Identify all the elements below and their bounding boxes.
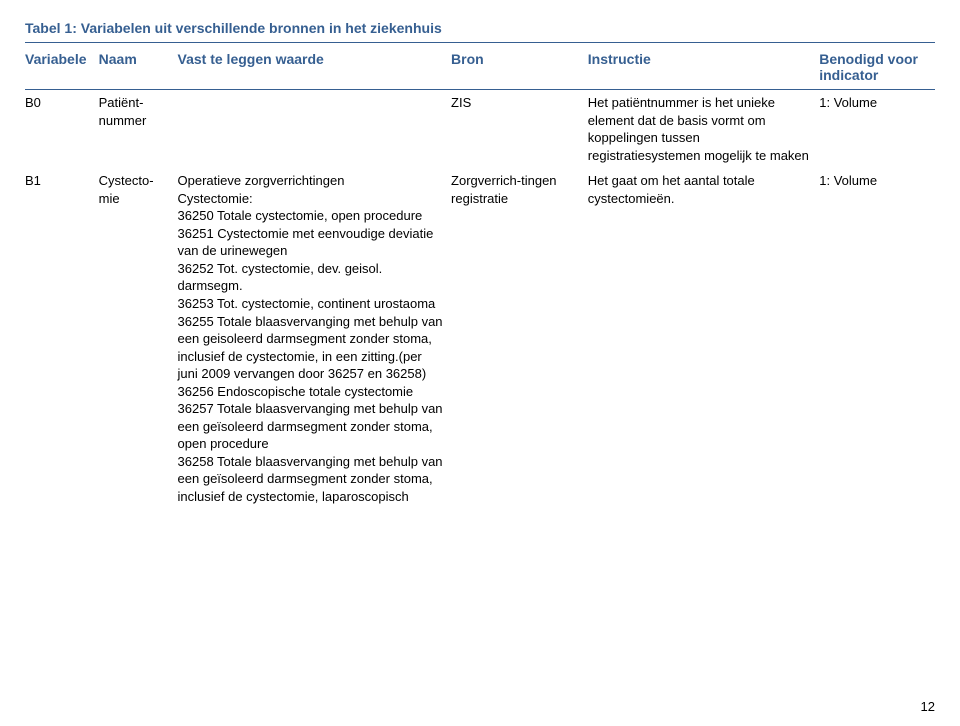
cell-waarde bbox=[178, 90, 452, 169]
cell-instructie: Het patiëntnummer is het unieke element … bbox=[588, 90, 819, 169]
header-indicator: Benodigd voor indicator bbox=[819, 47, 935, 90]
page-number: 12 bbox=[921, 699, 935, 714]
cell-naam: Cystecto-mie bbox=[99, 168, 178, 509]
cell-variabele: B1 bbox=[25, 168, 99, 509]
cell-variabele: B0 bbox=[25, 90, 99, 169]
header-naam: Naam bbox=[99, 47, 178, 90]
cell-naam: Patiënt-nummer bbox=[99, 90, 178, 169]
cell-bron: ZIS bbox=[451, 90, 588, 169]
header-waarde: Vast te leggen waarde bbox=[178, 47, 452, 90]
caption-rule bbox=[25, 42, 935, 43]
table-row: B0 Patiënt-nummer ZIS Het patiëntnummer … bbox=[25, 90, 935, 169]
table-row: B1 Cystecto-mie Operatieve zorgverrichti… bbox=[25, 168, 935, 509]
table-caption: Tabel 1: Variabelen uit verschillende br… bbox=[25, 20, 935, 36]
cell-indicator: 1: Volume bbox=[819, 90, 935, 169]
cell-waarde: Operatieve zorgverrichtingenCystectomie:… bbox=[178, 168, 452, 509]
header-instructie: Instructie bbox=[588, 47, 819, 90]
cell-bron: Zorgverrich-tingen registratie bbox=[451, 168, 588, 509]
cell-instructie: Het gaat om het aantal totale cystectomi… bbox=[588, 168, 819, 509]
variables-table: Variabele Naam Vast te leggen waarde Bro… bbox=[25, 47, 935, 510]
header-row: Variabele Naam Vast te leggen waarde Bro… bbox=[25, 47, 935, 90]
header-variabele: Variabele bbox=[25, 47, 99, 90]
cell-indicator: 1: Volume bbox=[819, 168, 935, 509]
header-bron: Bron bbox=[451, 47, 588, 90]
